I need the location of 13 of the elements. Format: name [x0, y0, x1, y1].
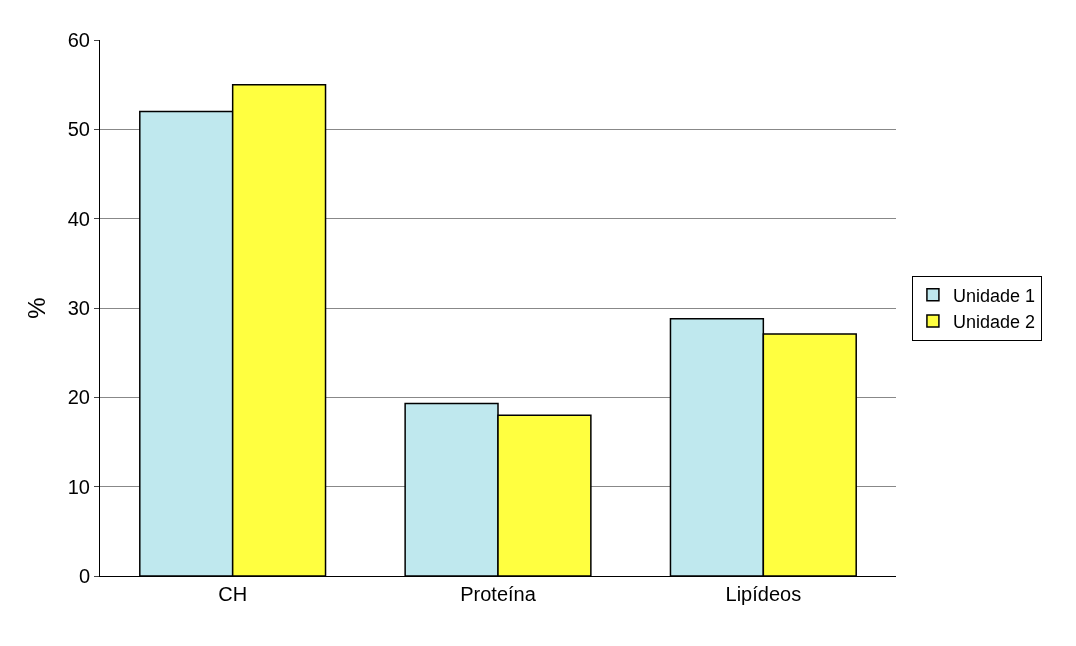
y-tick-label: 0 — [78, 565, 90, 587]
y-tick-label: 10 — [67, 475, 90, 498]
legend-label: Unidade 2 — [952, 312, 1035, 333]
y-tick-label: 60 — [67, 29, 90, 51]
y-tick-label: 50 — [67, 118, 90, 141]
y-tick-label: 30 — [67, 297, 90, 319]
legend-label: Unidade 1 — [952, 285, 1035, 306]
x-tick-label: Lipídeos — [725, 583, 802, 605]
y-tick-label: 40 — [67, 207, 90, 230]
y-tick-label: 20 — [67, 386, 90, 409]
x-tick-label: Proteína — [460, 583, 537, 605]
x-tick-label: CH — [218, 583, 248, 605]
y-axis-title: % — [22, 297, 50, 319]
